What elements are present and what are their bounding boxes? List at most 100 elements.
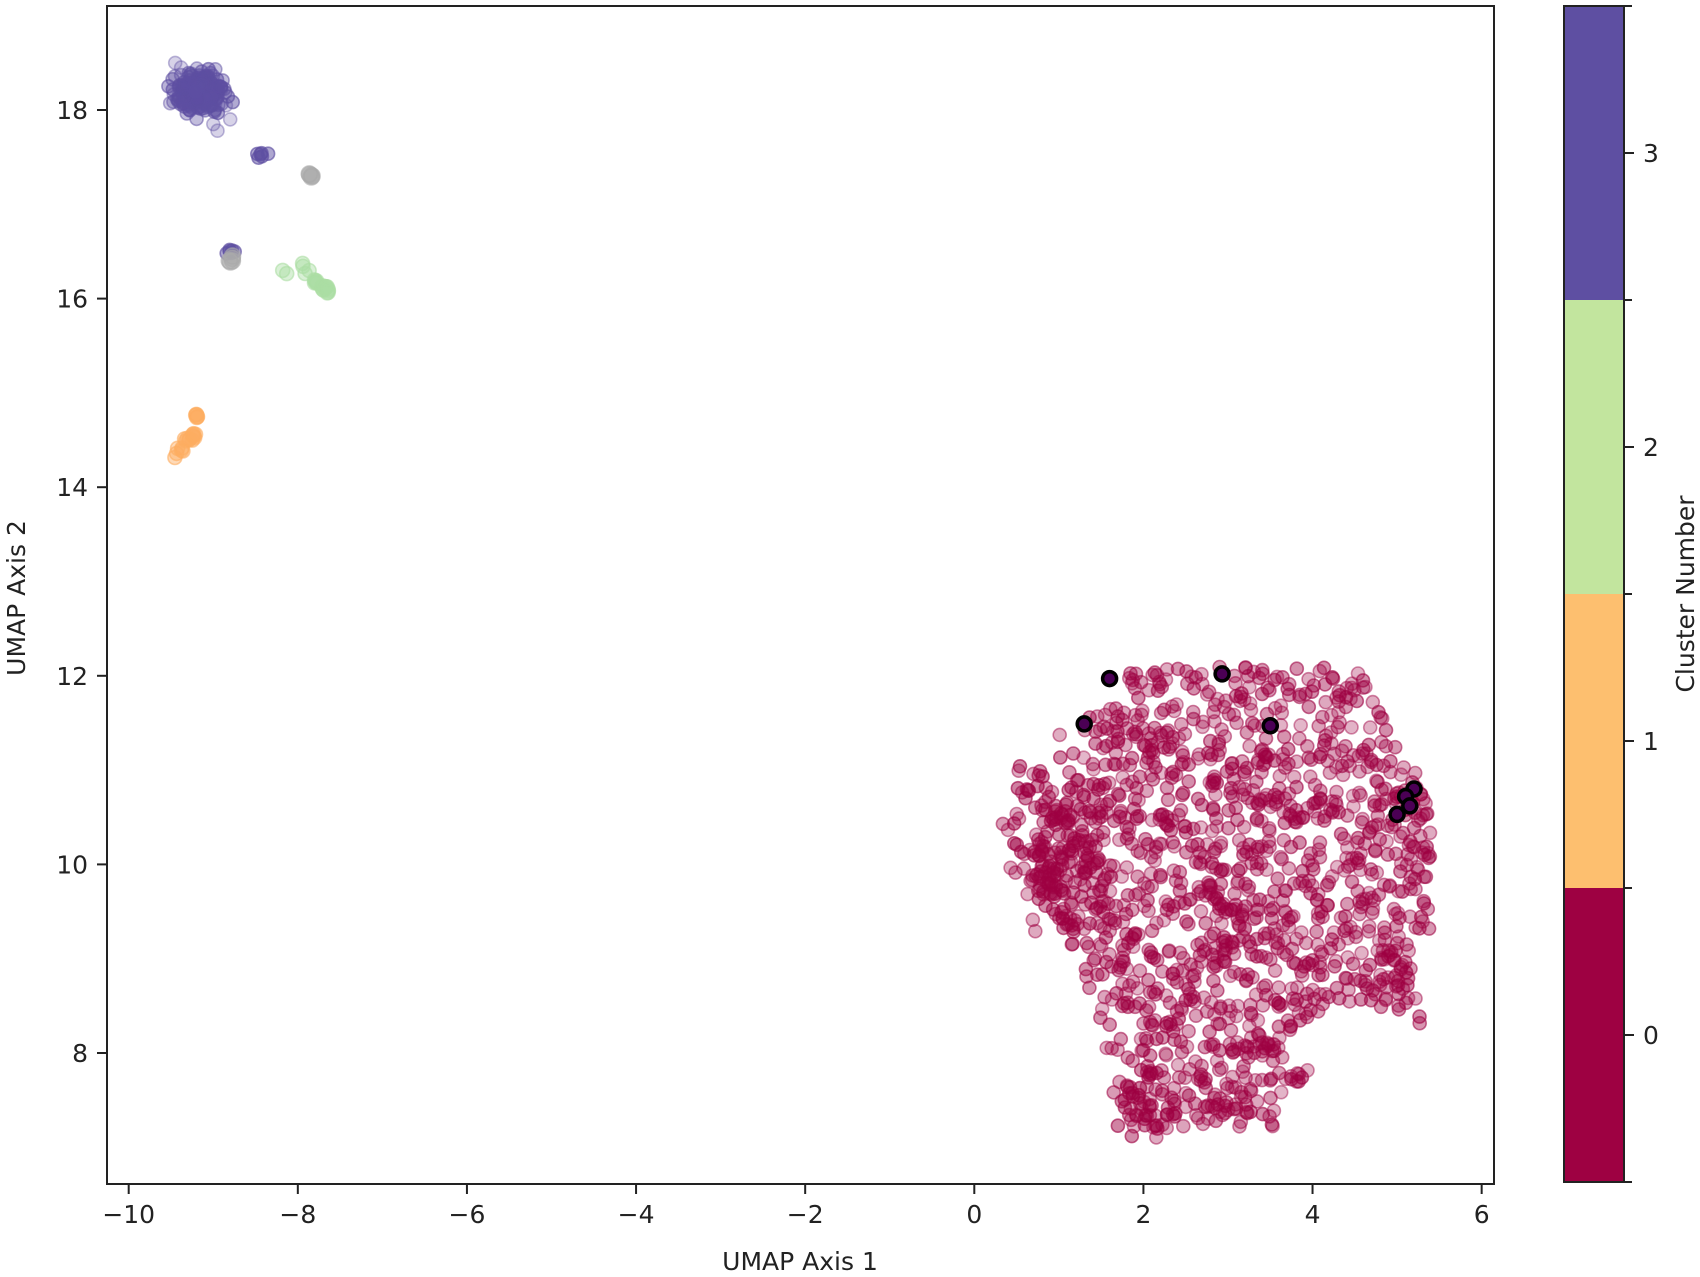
scatter-point [1309,892,1325,908]
scatter-point [1234,754,1250,769]
scatter-point [1391,986,1406,1002]
scatter-point [1110,786,1126,802]
scatter-point [1125,1053,1140,1069]
scatter-point [1203,929,1219,944]
scatter-point [1203,1037,1219,1053]
scatter-point [1135,703,1150,719]
scatter-point [1316,660,1332,676]
scatter-point [1361,923,1377,939]
scatter-point [1337,923,1352,939]
scatter-point [1345,956,1361,972]
colorbar-segment-1 [1564,594,1624,888]
scatter-point [1201,684,1217,700]
scatter-point [1245,970,1260,985]
scatter-point [206,116,221,132]
scatter-point [1066,885,1081,900]
scatter-point [1242,679,1257,695]
scatter-point [1317,732,1333,748]
scatter-point [1267,921,1282,936]
scatter-point [1204,1098,1220,1114]
x-tick-label: 0 [966,1200,982,1229]
scatter-point [1372,974,1387,990]
scatter-point [1058,803,1073,819]
scatter-point [1092,936,1108,952]
scatter-point [1099,796,1115,812]
scatter-point [1311,967,1326,983]
scatter-point [1303,846,1318,861]
scatter-point [1241,934,1257,950]
scatter-point [1188,670,1204,685]
scatter-point [1219,764,1235,779]
scatter-point [1193,903,1209,919]
x-tick-label: 6 [1474,1200,1490,1229]
scatter-point [1120,887,1136,903]
scatter-point [1284,941,1300,957]
scatter-point [1315,709,1330,725]
scatter-point [1275,918,1291,933]
scatter-point [1165,966,1181,981]
scatter-point [1298,935,1314,951]
scatter-point [1228,688,1244,704]
scatter-point [1377,920,1392,935]
scatter-point [1310,1004,1326,1019]
scatter-point [1088,736,1103,751]
scatter-point [1156,1070,1172,1085]
scatter-point [220,89,236,104]
scatter-point [1101,911,1117,927]
scatter-point [1141,972,1156,988]
scatter-point [1213,999,1228,1014]
scatter-point [1261,1036,1276,1052]
scatter-point [1340,930,1356,946]
scatter-point [1094,938,1109,954]
scatter-point [1262,823,1277,839]
scatter-point [1102,858,1118,873]
scatter-point [1169,1003,1185,1019]
scatter-point [1240,790,1255,806]
scatter-point [1091,777,1107,793]
scatter-point [1422,825,1438,841]
scatter-point [300,165,319,184]
scatter-point [1301,699,1317,715]
scatter-point [1140,750,1156,766]
highlighted-point [1213,665,1231,683]
scatter-point [1082,980,1097,996]
scatter-point [1148,1082,1163,1097]
scatter-point [167,55,183,71]
scatter-point [1345,788,1361,804]
scatter-point [1270,935,1286,951]
scatter-point [1313,746,1329,762]
scatter-point [1152,807,1168,823]
scatter-point [1264,1117,1280,1132]
scatter-point [1169,697,1184,712]
scatter-point [1220,1080,1235,1096]
scatter-point [1113,805,1128,821]
scatter-point [1362,957,1378,973]
scatter-point [1277,883,1293,898]
scatter-point [1099,738,1114,754]
scatter-point [1306,678,1322,693]
scatter-point [1378,722,1394,738]
scatter-point [1053,845,1069,860]
scatter-point [1162,943,1177,959]
scatter-point [1239,844,1254,860]
scatter-point [1392,910,1407,926]
scatter-point [1176,1118,1191,1134]
scatter-point [1318,986,1333,1002]
scatter-point [1352,764,1367,779]
scatter-point [1016,861,1032,876]
scatter-point [1402,909,1418,925]
scatter-point [1145,772,1161,787]
scatter-point [173,60,189,75]
scatter-point [1263,1090,1278,1106]
scatter-point [1024,872,1040,888]
scatter-point [1190,836,1205,852]
scatter-point [1309,924,1324,940]
scatter-point [1291,1066,1307,1082]
scatter-point [1369,773,1384,789]
scatter-point [1219,1095,1234,1110]
scatter-point [1329,797,1344,813]
scatter-point [1174,787,1190,803]
scatter-point [1161,944,1177,959]
scatter-point [1144,879,1160,894]
scatter-point [188,84,203,99]
